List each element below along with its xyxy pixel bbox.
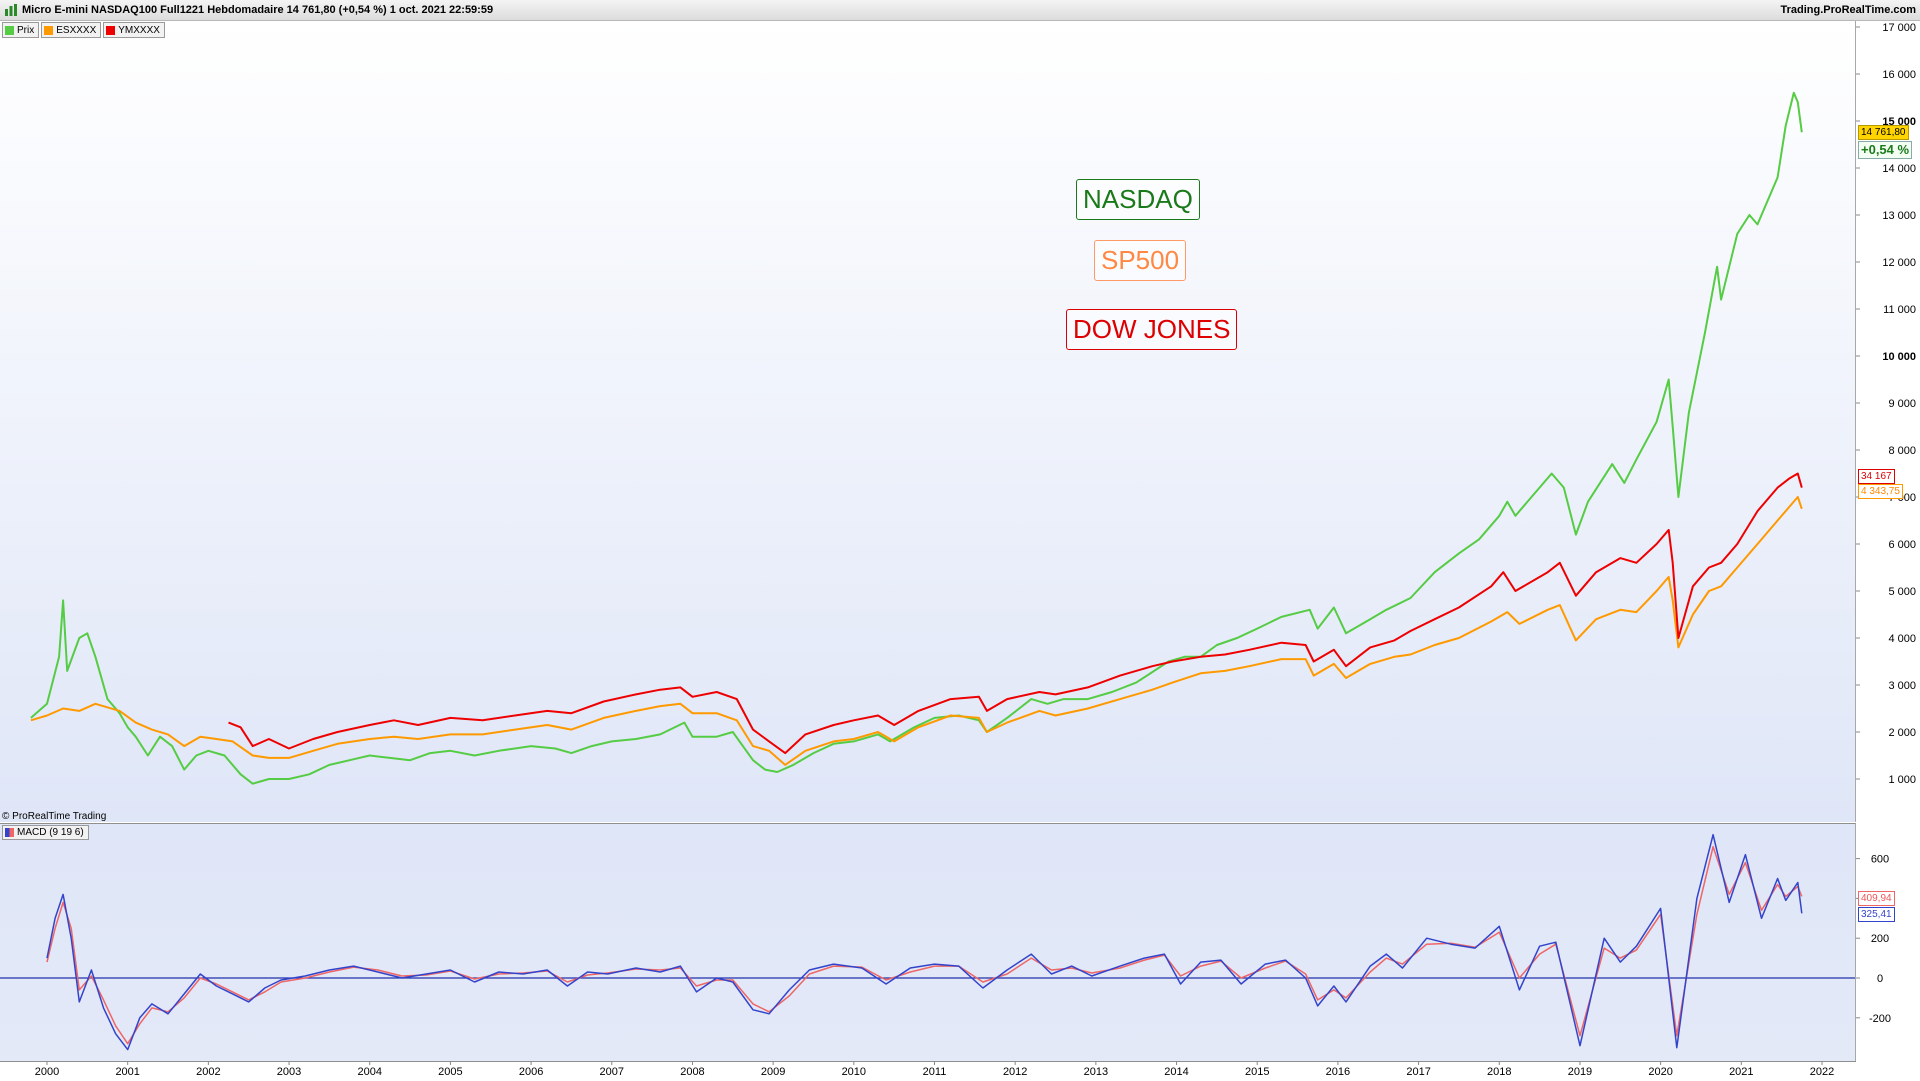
time-tick-label: 2008 [680,1066,704,1078]
time-tick-label: 2001 [115,1066,139,1078]
price-tick-label: 16 000 [1882,69,1916,81]
time-tick-label: 2016 [1326,1066,1350,1078]
time-tick-label: 2020 [1648,1066,1672,1078]
macd-swatch-icon [5,828,14,837]
price-tick-label: 14 000 [1882,163,1916,175]
copyright-icon: © [2,811,10,822]
time-tick-label: 2006 [519,1066,543,1078]
annotation-dow-text: DOW JONES [1073,314,1231,344]
change-tag: +0,54 % [1858,141,1913,159]
legend-swatch-prix [5,25,14,35]
macd-label-text: MACD (9 19 6) [17,827,84,838]
time-tick-label: 2017 [1406,1066,1430,1078]
legend-swatch-ym [106,25,116,35]
annotation-nasdaq[interactable]: NASDAQ [1076,179,1200,220]
sp-last-tag: 4 343,75 [1858,484,1903,499]
credit-label: © ProRealTime Trading [2,811,106,822]
macd-signal-value: 325,41 [1861,909,1892,920]
legend-label-es: ESXXXX [56,24,97,36]
time-tick-label: 2010 [842,1066,866,1078]
macd-value: 409,94 [1861,893,1892,904]
time-tick-label: 2013 [1084,1066,1108,1078]
credit-text: ProRealTime Trading [12,811,107,822]
sp500-price-line[interactable] [30,496,1803,766]
price-tick-label: 10 000 [1882,351,1916,363]
price-tick-label: 1 000 [1888,774,1916,786]
window-title: Micro E-mini NASDAQ100 Full1221 Hebdomad… [22,4,494,16]
brand-label[interactable]: Trading.ProRealTime.com [1780,4,1916,16]
series-legend: Prix ESXXXX YMXXXX [2,22,165,38]
price-tick-label: 9 000 [1888,398,1916,410]
macd-tick-label: 200 [1871,933,1889,945]
price-tick-label: 2 000 [1888,727,1916,739]
time-axis[interactable] [0,1061,1856,1081]
dow-last-tag: 34 167 [1858,469,1895,484]
price-tick-label: 5 000 [1888,586,1916,598]
macd-tick-label: -200 [1869,1013,1891,1025]
time-tick-label: 2015 [1245,1066,1269,1078]
last-price-tag: 14 761,80 [1858,125,1909,140]
dow-last-value: 34 167 [1861,471,1892,482]
price-tick-label: 17 000 [1882,22,1916,34]
price-tick-label: 3 000 [1888,680,1916,692]
time-tick-label: 2022 [1810,1066,1834,1078]
time-tick-label: 2021 [1729,1066,1753,1078]
time-tick-label: 2011 [923,1066,947,1078]
time-tick-label: 2002 [196,1066,220,1078]
sp-last-value: 4 343,75 [1861,486,1900,497]
change-value: +0,54 % [1861,142,1910,157]
legend-item-ym[interactable]: YMXXXX [103,22,165,38]
time-tick-label: 2018 [1487,1066,1511,1078]
annotation-sp500-text: SP500 [1101,245,1180,275]
macd-tick-label: 0 [1877,973,1883,985]
time-tick-label: 2019 [1568,1066,1592,1078]
macd-legend-item[interactable]: MACD (9 19 6) [2,825,89,840]
legend-swatch-es [44,25,54,35]
legend-label-prix: Prix [17,24,35,36]
price-tick-label: 11 000 [1883,304,1916,316]
last-price-value: 14 761,80 [1861,127,1906,138]
time-tick-label: 2005 [438,1066,462,1078]
window-titlebar: Micro E-mini NASDAQ100 Full1221 Hebdomad… [0,0,1920,21]
price-tick-label: 13 000 [1882,210,1916,222]
time-tick-label: 2009 [761,1066,785,1078]
price-axis[interactable] [1856,21,1920,1061]
dow-price-line[interactable] [228,472,1803,755]
time-tick-label: 2004 [357,1066,381,1078]
price-tick-label: 4 000 [1888,633,1916,645]
macd-tick-label: 600 [1871,854,1889,866]
annotation-sp500[interactable]: SP500 [1094,240,1187,281]
chart-app-icon [5,4,17,16]
time-tick-label: 2007 [600,1066,624,1078]
price-tick-label: 6 000 [1888,539,1916,551]
legend-item-es[interactable]: ESXXXX [41,22,102,38]
legend-item-prix[interactable]: Prix [2,22,40,38]
macd-line[interactable] [46,833,1803,1051]
price-panel[interactable] [0,21,1856,822]
annotation-nasdaq-text: NASDAQ [1083,184,1193,214]
legend-label-ym: YMXXXX [118,24,160,36]
price-tick-label: 8 000 [1888,445,1916,457]
nasdaq-price-line[interactable] [30,91,1803,785]
time-tick-label: 2003 [277,1066,301,1078]
time-tick-label: 2000 [35,1066,59,1078]
macd-signal-line[interactable] [46,845,1803,1045]
macd-panel[interactable] [0,823,1856,1061]
time-tick-label: 2014 [1164,1066,1188,1078]
price-tick-label: 12 000 [1882,257,1916,269]
macd-signal-tag: 325,41 [1858,907,1895,922]
time-tick-label: 2012 [1003,1066,1027,1078]
annotation-dow[interactable]: DOW JONES [1066,309,1238,350]
macd-value-tag: 409,94 [1858,891,1895,906]
